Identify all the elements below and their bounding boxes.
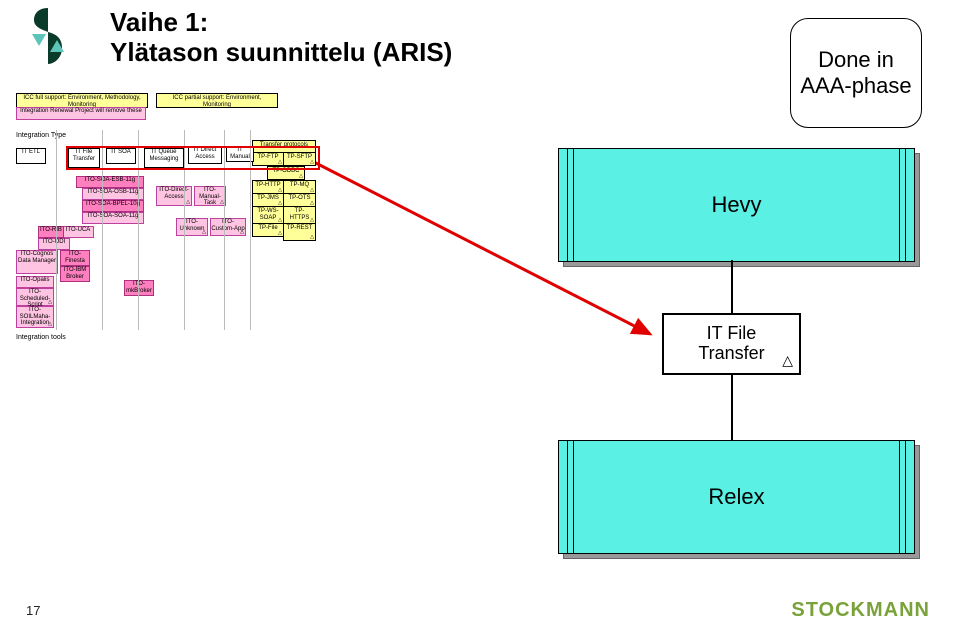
hierarchy-icon: △ [278,231,282,237]
aris-pinkD-box: ITO-Finesta [60,250,90,266]
entity-box: Relex [558,440,915,554]
hierarchy-icon: △ [202,230,206,236]
hierarchy-icon: △ [240,230,244,236]
company-logo [28,6,68,68]
title-line-1: Vaihe 1: [110,7,208,37]
aris-pinkD-box: ITO-mkBroker [124,280,154,296]
page-number: 17 [26,603,40,618]
aris-section-label: Integration Type [16,132,66,139]
aris-yell-box: TP-File△ [252,223,284,237]
hierarchy-icon: △ [48,300,52,306]
aris-pink-box: ITO-Direct-Access△ [156,186,192,206]
aris-pink-box: ITO-SOILMaha-Integration△ [16,306,54,328]
aris-pink-box: ITO-SOA-OSB-11g [82,188,144,200]
aris-pink-box: ITO-Cognos Data Manager [16,250,58,274]
entity-box: Hevy [558,148,915,262]
integration-type-box: IT FileTransfer △ [662,313,801,375]
integration-type-label: IT FileTransfer [698,324,764,364]
hierarchy-icon: △ [782,354,793,369]
aris-yell-box: TP-MQ△ [283,180,316,194]
aris-yell-box: ICC full support: Environment, Methodolo… [16,93,148,108]
aris-pink-box: ITO-ODI [38,238,70,250]
hierarchy-icon: △ [299,174,303,180]
aris-pink-box: ITO-SOA-SOA-11g [82,212,144,224]
aris-yell-box: TP-HTTPS△ [283,206,316,224]
aris-pink-box: ITO-Scheduled-Script△ [16,288,54,306]
aris-pinkD-box: ITO-SOA-ESB-11g [76,176,144,188]
highlight-box [66,146,320,170]
aris-yell-box: TP-OTS△ [283,193,316,207]
aris-column-divider [56,130,57,330]
aris-pink-box: ITO-Opalis [16,276,54,288]
aris-yell-box: ICC partial support: Environment, Monito… [156,93,278,108]
aris-pink-box: ITO-Unknown△ [176,218,208,236]
hierarchy-icon: △ [48,322,52,328]
aris-pinkD-box: ITO-SOA-BPEL-10g [82,200,144,212]
aris-yell-box: TP-HTTP△ [252,180,284,194]
aris-yell-box: TP-REST△ [283,223,316,241]
entity-label: Hevy [559,192,914,218]
aris-pink-box: ITO-Custom-App△ [210,218,246,236]
hierarchy-icon: △ [310,235,314,241]
entity-label: Relex [559,484,914,510]
callout-text: Done in AAA-phase [791,47,921,100]
aris-pinkD-box: ITO-IBM Broker [60,266,90,282]
page-title: Vaihe 1: Ylätason suunnittelu (ARIS) [110,8,452,68]
aris-pinkD-box: ITO-RIB [38,226,64,238]
hierarchy-icon: △ [186,200,190,206]
aris-pink-box: ITO-UCA [62,226,94,238]
aris-panel: ICC full support: Environment, Methodolo… [16,90,324,400]
aris-pink-box: Integration Renewal Project will remove … [16,107,146,120]
aris-pink-box: ITO-Manual-Task△ [194,186,226,206]
aris-white-box: IT ETL [16,148,46,164]
status-callout: Done in AAA-phase [790,18,922,128]
title-line-2: Ylätason suunnittelu (ARIS) [110,37,452,67]
brand-wordmark: STOCKMANN [791,599,930,622]
aris-yell-box: TP-WS-SOAP△ [252,206,284,224]
aris-section-label: Integration tools [16,334,66,341]
aris-yell-box: TP-JMS△ [252,193,284,207]
